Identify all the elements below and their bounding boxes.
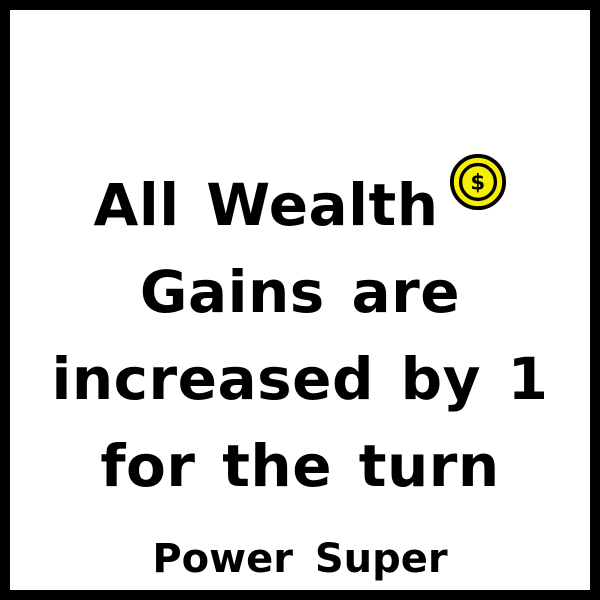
card-type-label: Power Super (152, 536, 448, 582)
card-effect-text: All Wealth $ Gains are increased by 1 fo… (20, 153, 580, 510)
effect-line-3: increased by 1 (51, 345, 549, 413)
effect-line-2: Gains are (139, 258, 461, 326)
effect-line-4: for the turn (100, 432, 500, 500)
wealth-coin-icon: $ (449, 153, 506, 211)
effect-line-1: All Wealth $ (20, 153, 580, 249)
effect-line-1-text: All Wealth (93, 171, 439, 239)
svg-text:$: $ (470, 171, 485, 196)
